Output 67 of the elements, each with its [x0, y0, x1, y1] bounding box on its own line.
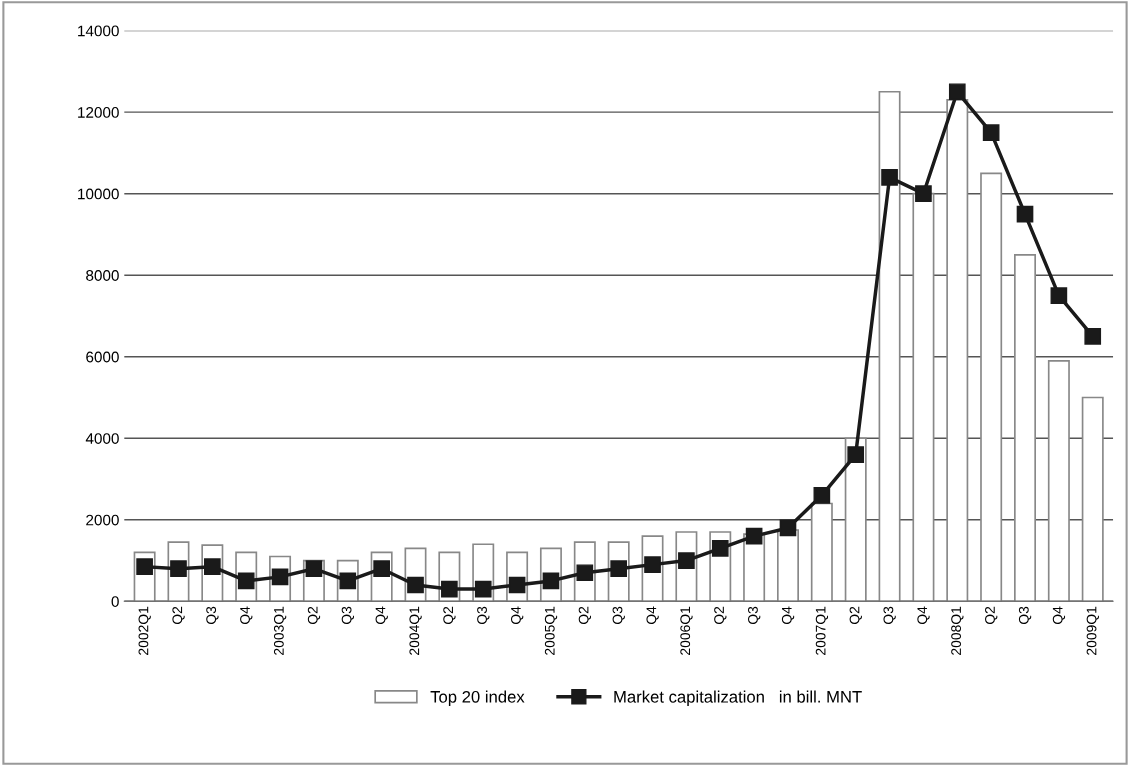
bar — [980, 172, 1003, 602]
x-tick-label: 2003Q1 — [273, 606, 287, 655]
y-tick-label: 8000 — [86, 270, 119, 281]
point — [1016, 205, 1034, 223]
point — [847, 446, 865, 463]
point — [948, 83, 966, 101]
y-tick-label: 2000 — [86, 514, 119, 526]
y-tick-label: 0 — [111, 596, 119, 607]
y-tick-label: 14000 — [78, 25, 119, 37]
point — [711, 539, 729, 557]
point — [474, 580, 492, 598]
x-tick-label: Q2 — [849, 606, 862, 625]
y-tick-label: 4000 — [85, 433, 119, 444]
x-tick-label: Q3 — [748, 606, 761, 625]
point — [441, 580, 458, 598]
x-tick-label: Q4 — [510, 606, 524, 625]
x-tick-label: Q4 — [917, 606, 930, 625]
bar — [1047, 359, 1070, 602]
x-tick-label: Q3 — [1018, 606, 1032, 625]
x-tick-label: 2002Q1 — [138, 606, 151, 655]
x-tick-label: 2007Q1 — [815, 606, 829, 655]
point — [407, 576, 424, 594]
x-tick-label: Q4 — [781, 606, 795, 625]
x-tick-label: 2009Q1 — [1086, 606, 1099, 655]
x-tick-label: 2008Q1 — [951, 606, 964, 655]
point — [915, 185, 932, 203]
x-tick-label: Q2 — [985, 606, 998, 625]
point — [305, 560, 323, 578]
x-tick-label: Q3 — [206, 606, 219, 625]
x-tick-label: Q2 — [578, 606, 592, 625]
y-tick-label: 12000 — [78, 107, 119, 118]
point — [1050, 287, 1068, 304]
point — [881, 169, 898, 186]
point — [779, 519, 797, 537]
x-tick-label: 2004Q1 — [409, 606, 422, 655]
point — [136, 558, 153, 575]
bar — [776, 529, 799, 602]
x-tick-label: Q3 — [477, 606, 490, 625]
x-tick-label: Q4 — [240, 606, 253, 625]
bar — [810, 502, 833, 602]
bar — [1014, 253, 1037, 602]
x-tick-label: Q3 — [883, 606, 896, 625]
bar — [946, 99, 969, 602]
y-tick-label: 6000 — [86, 351, 119, 363]
x-tick-label: Q3 — [341, 606, 354, 625]
x-tick-label: Q2 — [714, 606, 727, 625]
bar — [1081, 396, 1104, 602]
x-tick-label: Q3 — [612, 606, 625, 625]
legend-label: Market capitalization in bill. MNT — [614, 690, 862, 707]
x-tick-label: Q4 — [1052, 606, 1066, 625]
x-tick-label: Q2 — [172, 606, 185, 625]
bar — [878, 90, 901, 602]
point — [1084, 328, 1102, 345]
legend-label: Top 20 index — [430, 690, 525, 707]
x-tick-label: 2006Q1 — [680, 606, 693, 655]
point — [813, 486, 831, 504]
point — [982, 124, 1000, 141]
x-tick-label: Q2 — [307, 606, 321, 625]
point — [745, 527, 763, 545]
bar — [844, 437, 867, 602]
x-tick-label: Q4 — [375, 606, 388, 625]
bar — [912, 192, 935, 602]
point — [678, 552, 695, 569]
x-tick-label: 2005Q1 — [544, 606, 558, 655]
x-tick-label: Q2 — [443, 606, 456, 625]
x-tick-label: Q4 — [646, 606, 659, 625]
y-tick-label: 10000 — [78, 188, 119, 200]
